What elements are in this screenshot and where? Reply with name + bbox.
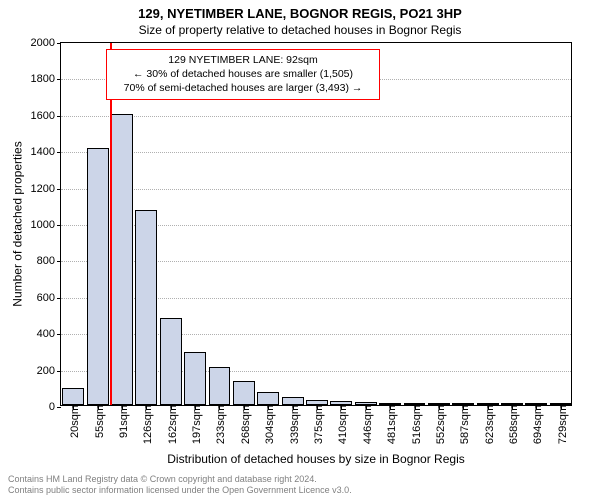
xtick-label: 729sqm	[553, 405, 569, 444]
bar	[282, 397, 304, 405]
annotation-box: 129 NYETIMBER LANE: 92sqm← 30% of detach…	[106, 49, 380, 100]
footer-line1: Contains HM Land Registry data © Crown c…	[8, 474, 352, 485]
footer-attribution: Contains HM Land Registry data © Crown c…	[8, 474, 352, 497]
xtick-label: 197sqm	[187, 405, 203, 444]
xtick-label: 446sqm	[358, 405, 374, 444]
xtick-label: 233sqm	[211, 405, 227, 444]
ytick-label: 1400	[31, 146, 61, 158]
plot-area: 020040060080010001200140016001800200020s…	[60, 42, 572, 406]
xtick-label: 126sqm	[138, 405, 154, 444]
xtick-label: 481sqm	[382, 405, 398, 444]
xtick-label: 91sqm	[114, 405, 130, 438]
ytick-label: 2000	[31, 37, 61, 49]
annotation-line: ← 30% of detached houses are smaller (1,…	[115, 67, 371, 81]
plot-rect: 020040060080010001200140016001800200020s…	[60, 42, 572, 406]
bar	[62, 388, 84, 405]
xtick-label: 552sqm	[431, 405, 447, 444]
bar	[184, 352, 206, 405]
ytick-label: 600	[37, 292, 61, 304]
ytick-label: 800	[37, 255, 61, 267]
gridline	[61, 152, 571, 153]
ytick-label: 1800	[31, 73, 61, 85]
ytick-label: 1000	[31, 219, 61, 231]
xtick-label: 20sqm	[65, 405, 81, 438]
gridline	[61, 116, 571, 117]
bar	[233, 381, 255, 405]
xtick-label: 162sqm	[163, 405, 179, 444]
xtick-label: 375sqm	[309, 405, 325, 444]
xtick-label: 623sqm	[480, 405, 496, 444]
bar	[111, 114, 133, 405]
bar	[135, 210, 157, 405]
annotation-line: 70% of semi-detached houses are larger (…	[115, 81, 371, 95]
xtick-label: 694sqm	[528, 405, 544, 444]
ytick-label: 0	[49, 401, 61, 413]
ytick-label: 200	[37, 365, 61, 377]
chart-container: 129, NYETIMBER LANE, BOGNOR REGIS, PO21 …	[0, 0, 600, 500]
xtick-label: 587sqm	[455, 405, 471, 444]
bar	[209, 367, 231, 405]
bar	[257, 392, 279, 405]
xtick-label: 339sqm	[285, 405, 301, 444]
footer-line2: Contains public sector information licen…	[8, 485, 352, 496]
y-axis-label: Number of detached properties	[10, 42, 26, 406]
bar	[87, 148, 109, 405]
xtick-label: 516sqm	[407, 405, 423, 444]
ytick-label: 1200	[31, 183, 61, 195]
annotation-line: 129 NYETIMBER LANE: 92sqm	[115, 53, 371, 67]
xtick-label: 658sqm	[504, 405, 520, 444]
xtick-label: 304sqm	[260, 405, 276, 444]
ytick-label: 1600	[31, 110, 61, 122]
gridline	[61, 189, 571, 190]
xtick-label: 268sqm	[236, 405, 252, 444]
x-axis-label: Distribution of detached houses by size …	[60, 452, 572, 466]
chart-title: 129, NYETIMBER LANE, BOGNOR REGIS, PO21 …	[0, 0, 600, 21]
xtick-label: 410sqm	[333, 405, 349, 444]
ytick-label: 400	[37, 328, 61, 340]
bar	[160, 318, 182, 405]
chart-subtitle: Size of property relative to detached ho…	[0, 21, 600, 37]
xtick-label: 55sqm	[90, 405, 106, 438]
